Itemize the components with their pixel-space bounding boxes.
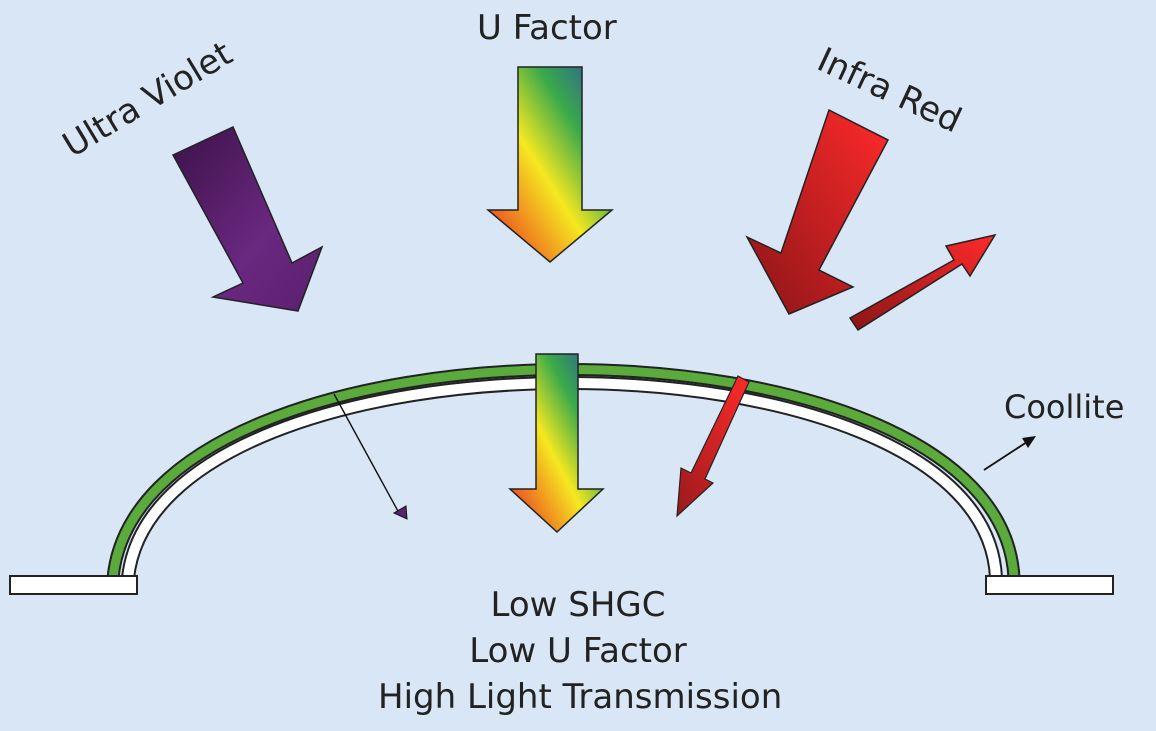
infra-red-arrow (747, 110, 888, 314)
low-u-factor-text: Low U Factor (378, 628, 778, 674)
right-base-ledge (986, 576, 1113, 594)
high-light-transmission-text: High Light Transmission (378, 674, 778, 720)
u-factor-label: U Factor (477, 8, 617, 48)
performance-summary: Low SHGC Low U Factor High Light Transmi… (378, 582, 778, 720)
infra-red-reflected-arrow (850, 235, 995, 330)
left-base-ledge (10, 576, 137, 594)
transmitted-ultra-violet-arrow (334, 394, 407, 519)
ultra-violet-arrow (173, 127, 322, 311)
u-factor-arrow (488, 67, 612, 262)
coollite-pointer (984, 436, 1036, 470)
low-shgc-text: Low SHGC (378, 582, 778, 628)
coollite-label: Coollite (1004, 388, 1124, 426)
